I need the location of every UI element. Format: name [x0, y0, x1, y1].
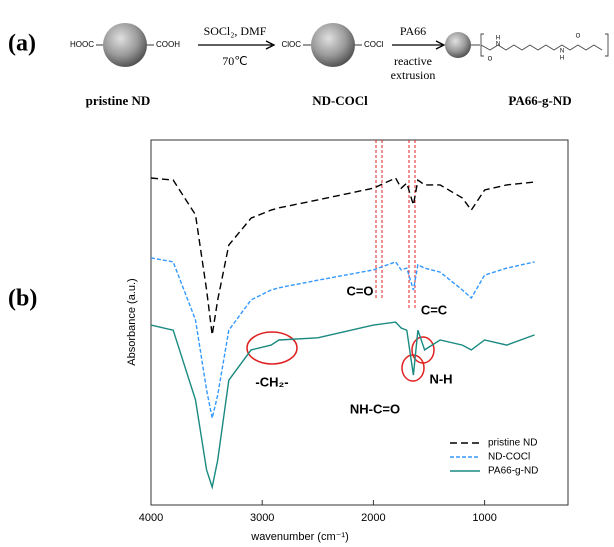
figure: (a) HOOC COOH SOCl₂, DMF 70℃ ClOC COCl P…: [0, 0, 614, 547]
y-axis-label: Absorbance (a.u.): [126, 278, 138, 365]
annotations: C=O C=C -CH₂- NH-C=O N-H: [255, 283, 452, 416]
legend-label: pristine ND: [488, 438, 537, 449]
compound-name: pristine ND: [86, 93, 151, 108]
scheme: HOOC COOH SOCl₂, DMF 70℃ ClOC COCl PA66 …: [70, 23, 608, 108]
group: COCl: [364, 40, 384, 49]
spectrum-line: [151, 322, 535, 487]
annotation: -CH₂-: [255, 374, 288, 389]
annotation: C=C: [421, 302, 448, 317]
legend-label: PA66-g-ND: [488, 466, 538, 477]
atom: O: [576, 34, 581, 40]
peak-guides: [376, 140, 415, 310]
legend-label: ND-COCl: [488, 452, 530, 463]
condition: reactive: [394, 54, 432, 68]
atom: N: [560, 49, 564, 55]
x-tick-label: 2000: [361, 512, 385, 524]
annotation: NH-C=O: [350, 401, 400, 416]
compound-name: PA66-g-ND: [508, 93, 571, 108]
x-axis-label: wavenumber (cm⁻¹): [250, 531, 349, 543]
atom: H: [560, 56, 564, 62]
group: ClOC: [281, 40, 301, 49]
nanodiamond: [103, 23, 147, 67]
panel-label: (b): [8, 286, 37, 312]
annotation: N-H: [429, 371, 452, 386]
highlight-circle: [247, 332, 297, 364]
compound-name: ND-COCl: [312, 93, 368, 108]
group: HOOC: [70, 40, 94, 49]
spectrum-line: [151, 258, 535, 418]
group: COOH: [156, 40, 180, 49]
condition: 70℃: [222, 54, 247, 68]
spectrum-line: [151, 178, 535, 335]
reagent: SOCl₂, DMF: [204, 24, 267, 38]
nanodiamond: [311, 23, 355, 67]
nanodiamond: [445, 32, 471, 58]
x-tick-label: 4000: [139, 512, 163, 524]
polymer-chain: [471, 34, 608, 56]
atom: N: [496, 42, 500, 48]
reagent: PA66: [400, 24, 426, 38]
plot-frame: [151, 140, 568, 505]
x-tick-label: 1000: [472, 512, 496, 524]
annotation: C=O: [346, 283, 373, 298]
panel-label: (a): [8, 31, 36, 57]
condition: extrusion: [391, 68, 436, 82]
page: {"panel_a": {"label": "(a)", "scheme": {…: [0, 0, 614, 547]
atom: O: [488, 57, 493, 63]
x-tick-label: 3000: [250, 512, 274, 524]
